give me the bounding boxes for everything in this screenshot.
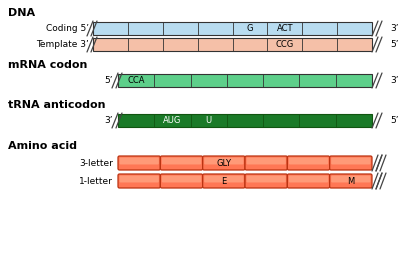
Text: E: E — [221, 176, 226, 186]
FancyBboxPatch shape — [245, 156, 287, 170]
FancyBboxPatch shape — [331, 176, 370, 182]
Text: mRNA codon: mRNA codon — [8, 60, 88, 70]
Text: 3’: 3’ — [390, 76, 399, 85]
Text: 5’: 5’ — [390, 40, 399, 49]
FancyBboxPatch shape — [287, 174, 330, 188]
FancyBboxPatch shape — [289, 176, 328, 182]
Text: 1-letter: 1-letter — [79, 176, 113, 186]
Text: 3’: 3’ — [390, 24, 399, 33]
Text: GLY: GLY — [216, 159, 231, 167]
Text: CCA: CCA — [127, 76, 145, 85]
Text: DNA: DNA — [8, 8, 35, 18]
Bar — [93, 38, 372, 51]
FancyBboxPatch shape — [162, 176, 201, 182]
FancyBboxPatch shape — [204, 157, 243, 164]
FancyBboxPatch shape — [204, 176, 243, 182]
FancyBboxPatch shape — [160, 156, 203, 170]
FancyBboxPatch shape — [247, 176, 286, 182]
FancyBboxPatch shape — [247, 157, 286, 164]
Text: Amino acid: Amino acid — [8, 141, 77, 151]
FancyBboxPatch shape — [330, 156, 372, 170]
FancyBboxPatch shape — [120, 176, 159, 182]
FancyBboxPatch shape — [331, 157, 370, 164]
Text: CCG: CCG — [276, 40, 294, 49]
FancyBboxPatch shape — [203, 174, 245, 188]
FancyBboxPatch shape — [330, 174, 372, 188]
FancyBboxPatch shape — [289, 157, 328, 164]
Bar — [118, 114, 372, 127]
FancyBboxPatch shape — [162, 157, 201, 164]
Bar — [118, 74, 372, 87]
Text: Coding 5’: Coding 5’ — [46, 24, 89, 33]
Bar — [93, 22, 372, 35]
Text: Template 3’: Template 3’ — [36, 40, 89, 49]
Text: M: M — [347, 176, 354, 186]
Text: 3’: 3’ — [104, 116, 113, 125]
Text: G: G — [247, 24, 253, 33]
FancyBboxPatch shape — [245, 174, 287, 188]
FancyBboxPatch shape — [160, 174, 203, 188]
FancyBboxPatch shape — [287, 156, 330, 170]
Text: U: U — [206, 116, 212, 125]
Text: tRNA anticodon: tRNA anticodon — [8, 100, 106, 110]
Text: 5’: 5’ — [390, 116, 399, 125]
FancyBboxPatch shape — [118, 156, 160, 170]
FancyBboxPatch shape — [203, 156, 245, 170]
Text: AUG: AUG — [163, 116, 182, 125]
Text: 3-letter: 3-letter — [79, 159, 113, 167]
FancyBboxPatch shape — [120, 157, 159, 164]
Text: 5’: 5’ — [104, 76, 113, 85]
FancyBboxPatch shape — [118, 174, 160, 188]
Text: ACT: ACT — [277, 24, 293, 33]
